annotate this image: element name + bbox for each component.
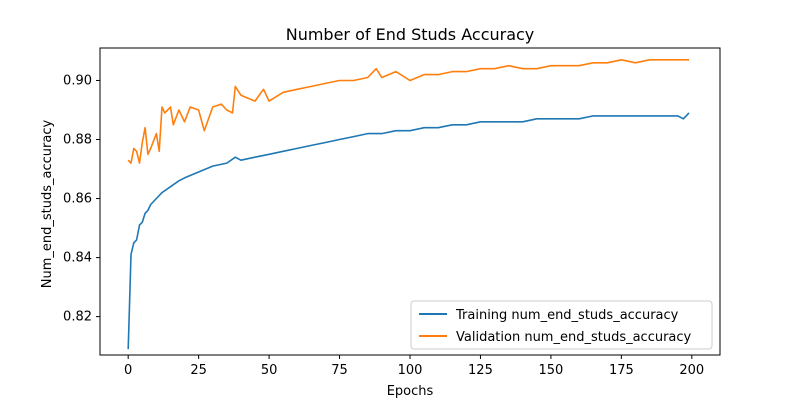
series-line-validation bbox=[127, 58, 689, 164]
chart-title: Number of End Studs Accuracy bbox=[286, 25, 535, 44]
x-tick-label: 75 bbox=[331, 363, 348, 378]
x-tick-label: 25 bbox=[190, 363, 207, 378]
x-axis-label: Epochs bbox=[387, 384, 434, 399]
x-tick-label: 100 bbox=[398, 363, 423, 378]
series-layer bbox=[127, 58, 690, 350]
y-tick-label: 0.90 bbox=[63, 73, 92, 88]
x-tick-label: 125 bbox=[468, 363, 493, 378]
legend-label-validation: Validation num_end_studs_accuracy bbox=[456, 330, 692, 345]
x-tick-label: 150 bbox=[538, 363, 563, 378]
y-tick-label: 0.84 bbox=[63, 251, 92, 266]
plot-frame bbox=[99, 47, 721, 356]
x-tick-label: 0 bbox=[124, 363, 132, 378]
legend: Training num_end_studs_accuracy Validati… bbox=[410, 300, 713, 350]
y-tick-label: 0.88 bbox=[63, 133, 92, 148]
y-axis-ticks: 0.82 0.84 0.86 0.88 0.90 bbox=[63, 73, 100, 325]
x-tick-label: 175 bbox=[609, 363, 634, 378]
x-axis-ticks: 0 25 50 75 100 125 150 175 200 bbox=[124, 355, 704, 378]
legend-box bbox=[410, 300, 713, 350]
x-tick-label: 200 bbox=[679, 363, 704, 378]
series-line-training bbox=[127, 112, 690, 350]
y-tick-label: 0.86 bbox=[63, 192, 92, 207]
y-axis-label: Num_end_studs_accuracy bbox=[40, 119, 55, 288]
y-tick-label: 0.82 bbox=[63, 310, 92, 325]
x-tick-label: 50 bbox=[261, 363, 278, 378]
legend-label-training: Training num_end_studs_accuracy bbox=[455, 308, 679, 323]
